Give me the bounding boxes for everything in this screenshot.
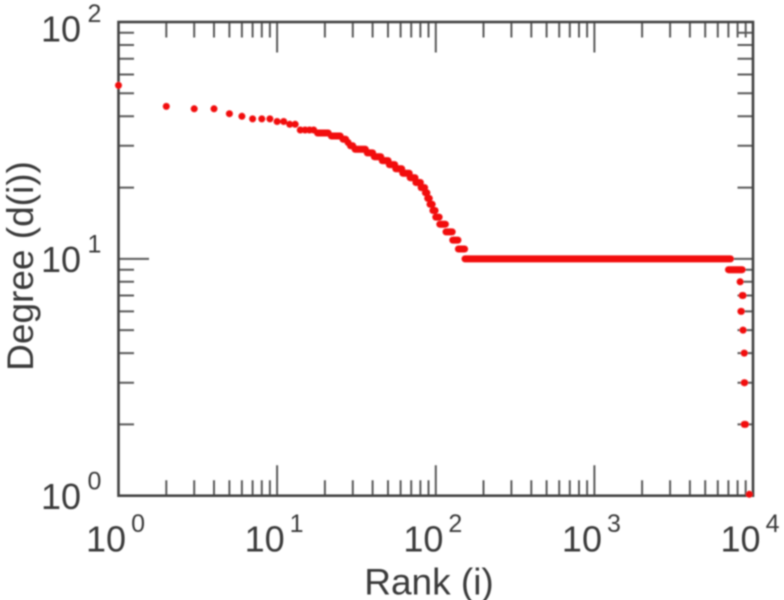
- svg-text:2: 2: [88, 0, 102, 28]
- svg-text:10: 10: [41, 476, 81, 517]
- svg-text:10: 10: [41, 9, 81, 50]
- svg-text:Degree (d(i)): Degree (d(i)): [0, 161, 41, 371]
- svg-text:1: 1: [88, 231, 102, 259]
- svg-text:Rank (i): Rank (i): [364, 562, 494, 600]
- svg-text:10: 10: [41, 239, 81, 280]
- svg-text:0: 0: [88, 468, 102, 496]
